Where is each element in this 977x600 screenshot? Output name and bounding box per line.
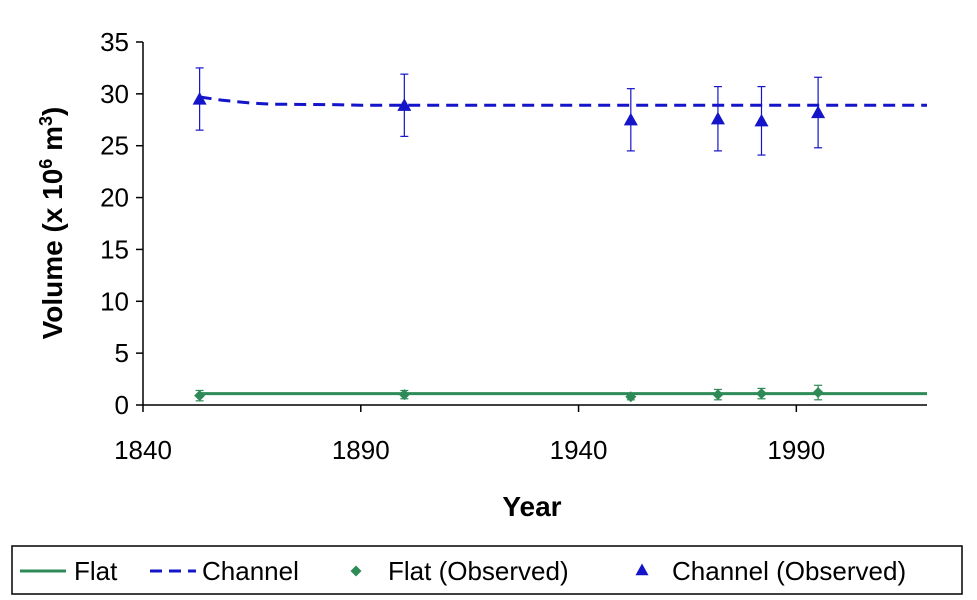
y-tick-label: 0: [115, 390, 129, 420]
channel-observed-point: [623, 112, 638, 126]
x-tick-label: 1840: [114, 435, 172, 465]
x-tick-label: 1940: [550, 435, 608, 465]
plot-area: [192, 67, 927, 403]
legend-label-flat: Flat: [74, 556, 118, 586]
y-tick-label: 35: [100, 27, 129, 57]
axes: 0 5 10 15 20 25 30 35 1840 1890 1940 1990: [100, 27, 927, 465]
channel-observed-point: [754, 113, 769, 127]
flat-observed-point: [194, 390, 206, 402]
legend-label-channel: Channel: [202, 556, 299, 586]
y-axis-title-mid: m: [37, 126, 68, 159]
y-axis-title-prefix: Volume (x 10: [37, 169, 68, 340]
y-tick-label: 5: [115, 338, 129, 368]
flat-observed-point: [625, 391, 637, 403]
y-axis-title-exp1: 6: [36, 159, 56, 169]
legend-items: Flat Channel Flat (Observed) Channel (Obser…: [20, 556, 906, 586]
y-tick-label: 15: [100, 234, 129, 264]
y-tick-label: 30: [100, 79, 129, 109]
channel-observed-point: [192, 92, 207, 105]
y-tick-label: 20: [100, 183, 129, 213]
y-axis-title-exp2: 3: [36, 116, 56, 126]
channel-observed-point: [811, 105, 826, 119]
legend-swatch-flat-observed: [350, 565, 362, 577]
legend: Flat Channel Flat (Observed) Channel (Obser…: [11, 545, 963, 595]
channel-series-line: [199, 95, 927, 107]
y-axis-title: Volume (x 106 m3): [36, 107, 68, 340]
x-axis-title: Year: [502, 491, 561, 522]
legend-label-flat-observed: Flat (Observed): [388, 556, 569, 586]
flat-observed-point: [755, 388, 767, 400]
y-tick-label: 10: [100, 286, 129, 316]
flat-observed-point: [398, 389, 410, 401]
y-tick-label: 25: [100, 131, 129, 161]
channel-observed-point: [397, 98, 412, 111]
legend-label-channel-observed: Channel (Observed): [672, 556, 906, 586]
channel-observed-point: [710, 111, 725, 125]
flat-observed-point: [812, 387, 824, 399]
flat-observed-point: [712, 389, 724, 401]
y-axis-title-suffix: ): [37, 107, 68, 116]
x-tick-label: 1990: [767, 435, 825, 465]
x-tick-label: 1890: [332, 435, 390, 465]
legend-swatch-channel-observed: [635, 563, 649, 576]
